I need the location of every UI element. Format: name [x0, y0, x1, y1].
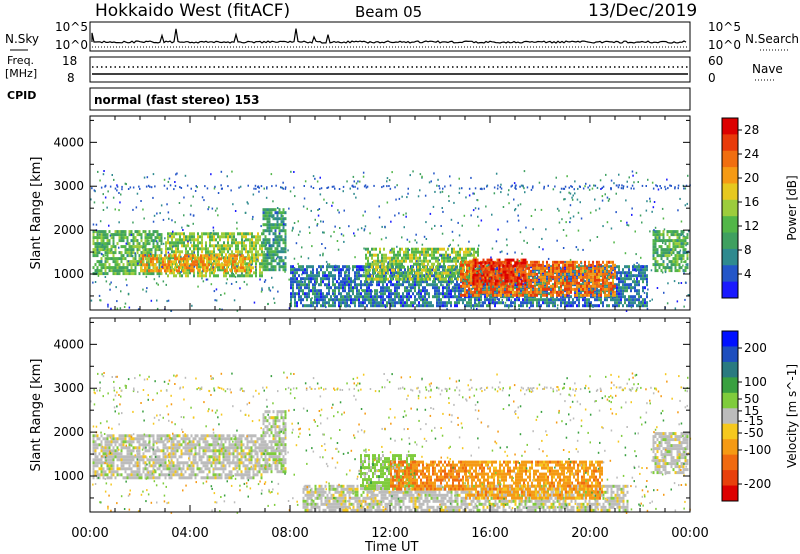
velocity-scatter — [90, 371, 692, 514]
velocity-colorbar-swatch — [722, 361, 738, 378]
velocity-y-tick-label: 2000 — [53, 425, 84, 439]
cpid-label: CPID — [7, 89, 36, 102]
power-colorbar-tick: 12 — [744, 219, 759, 233]
velocity-y-axis-label: Slant Range [km] — [29, 359, 44, 472]
velocity-echo-region — [652, 432, 689, 475]
time-tick-label: 00:00 — [71, 526, 108, 541]
power-echo-region — [652, 230, 689, 273]
power-colorbar-tick: 28 — [744, 123, 759, 137]
velocity-panel: 1000 2000 3000 4000 Slant Range [km] — [29, 317, 692, 514]
velocity-y-tick-label: 1000 — [53, 469, 84, 483]
noise-top-tick-left: 10^5 — [55, 20, 88, 34]
noise-panel-frame — [89, 21, 691, 52]
freq-left-label-2: [MHz] — [5, 67, 37, 80]
velocity-echo-region — [92, 434, 263, 480]
velocity-colorbar-tick: -50 — [744, 426, 764, 440]
time-axis-label: Time UT — [364, 540, 418, 554]
power-colorbar-swatch — [722, 118, 738, 135]
power-echo-region — [365, 247, 479, 281]
cpid-panel-frame — [89, 87, 691, 111]
velocity-colorbar-swatch — [722, 331, 738, 347]
power-colorbar-swatch — [722, 183, 738, 201]
noise-trace — [91, 28, 688, 48]
velocity-colorbar-tick: -15 — [744, 414, 764, 428]
freq-left-top-tick: 18 — [62, 54, 77, 68]
velocity-colorbar-label: Velocity [m s^-1] — [785, 364, 799, 468]
velocity-echo-region — [302, 484, 629, 512]
freq-left-bottom-tick: 8 — [67, 71, 75, 85]
power-echo-region — [140, 254, 254, 273]
time-tick-label: 12:00 — [371, 526, 408, 541]
power-colorbar-swatch — [722, 216, 738, 234]
power-colorbar-swatch — [722, 167, 738, 184]
freq-right-top-tick: 60 — [708, 54, 723, 68]
date-label: 13/Dec/2019 — [588, 1, 697, 21]
freq-left-label-1: Freq. — [7, 54, 34, 67]
velocity-colorbar-swatch — [722, 423, 738, 440]
power-colorbar-tick: 8 — [744, 243, 752, 257]
velocity-colorbar-swatch — [722, 454, 738, 471]
power-colorbar-frame — [721, 117, 739, 299]
power-colorbar-swatch — [722, 150, 738, 168]
time-tick-label: 16:00 — [471, 526, 508, 541]
velocity-colorbar-tick: 15 — [744, 404, 759, 418]
velocity-y-tick-label: 3000 — [53, 381, 84, 395]
power-echo-region — [262, 208, 287, 272]
velocity-colorbar-frame — [721, 330, 739, 502]
power-y-tick-label: 4000 — [53, 135, 84, 149]
velocity-colorbar-tick: 50 — [744, 392, 759, 406]
freq-right-bottom-tick: 0 — [708, 71, 716, 85]
velocity-colorbar-tick: 200 — [744, 341, 767, 355]
power-colorbar-tick: 16 — [744, 195, 759, 209]
time-tick-label: 08:00 — [271, 526, 308, 541]
time-tick-label: 20:00 — [571, 526, 608, 541]
cpid-mode: normal (fast stereo) 153 — [94, 93, 260, 107]
beam-label: Beam 05 — [355, 3, 422, 21]
power-y-axis-label: Slant Range [km] — [29, 157, 44, 270]
freq-panel-frame — [89, 56, 691, 83]
velocity-echo-region — [262, 410, 287, 474]
noise-top-tick-right: 10^5 — [708, 20, 741, 34]
power-colorbar: 4 8 12 16 20 24 28 Power [dB] — [721, 117, 799, 299]
power-scatter — [90, 170, 691, 312]
velocity-colorbar-swatch — [722, 346, 738, 363]
velocity-colorbar-tick: -100 — [744, 443, 771, 457]
noise-bottom-tick-right: 10^0 — [708, 38, 741, 52]
power-colorbar-swatch — [722, 134, 738, 152]
power-colorbar-swatch — [722, 199, 738, 217]
noise-left-label: N.Sky — [5, 32, 39, 46]
power-y-tick-label: 1000 — [53, 267, 84, 281]
power-colorbar-swatch — [722, 232, 738, 250]
velocity-colorbar-swatch — [722, 485, 738, 502]
velocity-y-tick-label: 4000 — [53, 337, 84, 351]
power-colorbar-tick: 20 — [744, 171, 759, 185]
noise-right-label: N.Search — [745, 32, 799, 46]
velocity-colorbar-swatch — [722, 408, 738, 425]
power-colorbar-swatch — [722, 248, 738, 266]
time-axis: 00:00 04:00 08:00 12:00 16:00 20:00 00:00 — [71, 526, 708, 541]
power-colorbar-swatch — [722, 281, 738, 299]
time-tick-label: 04:00 — [171, 526, 208, 541]
velocity-colorbar-tick: -200 — [744, 477, 771, 491]
noise-sky-line — [91, 28, 687, 44]
velocity-colorbar-tick: 100 — [744, 375, 767, 389]
noise-bottom-tick-left: 10^0 — [55, 38, 88, 52]
power-y-tick-label: 2000 — [53, 223, 84, 237]
power-colorbar-swatch — [722, 265, 738, 283]
power-colorbar-label: Power [dB] — [785, 175, 799, 240]
power-panel: 1000 2000 3000 4000 Slant Range [km] — [29, 115, 691, 312]
time-tick-label: 00:00 — [671, 526, 708, 541]
power-y-tick-label: 3000 — [53, 179, 84, 193]
velocity-colorbar-swatch — [722, 470, 738, 487]
freq-right-label: Nave — [752, 62, 783, 76]
velocity-colorbar-swatch — [722, 439, 738, 456]
site-title: Hokkaido West (fitACF) — [95, 1, 290, 21]
power-echo-region — [472, 258, 527, 286]
velocity-colorbar-swatch — [722, 377, 738, 394]
power-colorbar-tick: 4 — [744, 267, 752, 281]
velocity-colorbar-swatch — [722, 392, 738, 409]
power-colorbar-tick: 24 — [744, 147, 759, 161]
